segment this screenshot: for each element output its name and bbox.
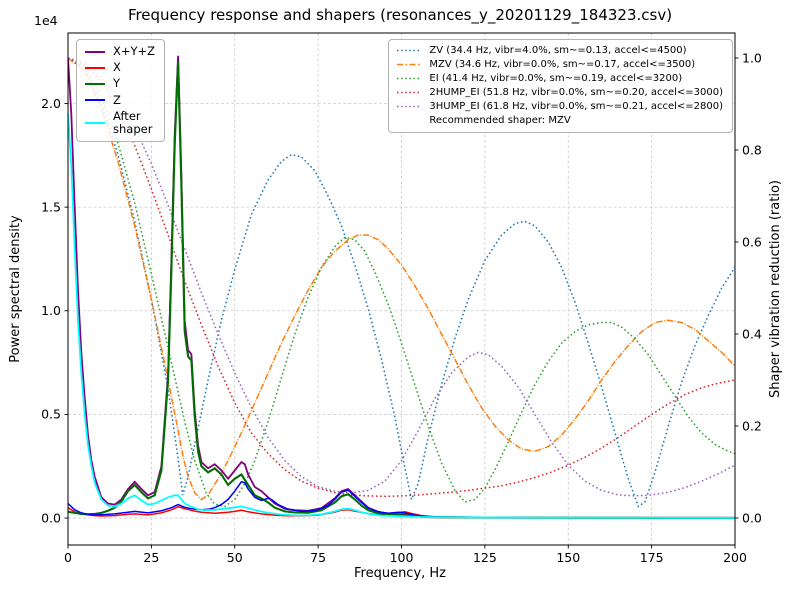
x-tick-label: 25	[143, 550, 159, 565]
legend-line-mzv	[397, 63, 422, 66]
legend-item-after-shaper: After shaper	[84, 108, 155, 137]
psd-legend: X+Y+Z X Y Z After shaper	[76, 39, 166, 143]
legend-item-xyz: X+Y+Z	[84, 44, 156, 58]
legend-item-x: X	[84, 60, 155, 75]
legend-blank-handle	[396, 115, 422, 126]
y-right-tick-label: 0.2	[742, 418, 762, 433]
y-right-tick-label: 0.4	[742, 326, 762, 341]
legend-label: X	[113, 60, 121, 75]
legend-line-after-shaper	[85, 122, 105, 125]
x-tick-label: 125	[473, 550, 497, 565]
x-tick-label: 150	[556, 550, 580, 565]
y-left-tick-label: 1.5	[41, 199, 61, 214]
legend-item-zv: ZV (34.4 Hz, vibr=4.0%, sm~=0.13, accel<…	[396, 45, 723, 57]
legend-item-3hump-ei: 3HUMP_EI (61.8 Hz, vibr=0.0%, sm~=0.21, …	[396, 101, 723, 113]
legend-label: Y	[113, 76, 121, 91]
legend-line-2hump-ei	[397, 91, 422, 94]
y-left-tick-label: 0.5	[41, 407, 61, 422]
legend-line-y	[85, 83, 105, 86]
legend-label: 3HUMP_EI (61.8 Hz, vibr=0.0%, sm~=0.21, …	[429, 101, 723, 112]
legend-label: Z	[113, 92, 121, 107]
legend-line-ei	[397, 77, 422, 80]
legend-line-xyz	[85, 50, 105, 53]
legend-label: X+Y+Z	[113, 44, 156, 58]
x-tick-label: 50	[227, 550, 243, 565]
x-axis-label: Frequency, Hz	[353, 566, 447, 581]
tick-marks	[64, 57, 739, 549]
x-tick-label: 100	[390, 550, 414, 565]
y-axis-label-right: Shaper vibration reduction (ratio)	[768, 180, 783, 398]
y-right-tick-label: 1.0	[742, 50, 762, 65]
legend-line-zv	[397, 49, 422, 52]
legend-item-mzv: MZV (34.6 Hz, vibr=0.0%, sm~=0.17, accel…	[396, 59, 723, 71]
y-right-tick-label: 0.0	[742, 510, 762, 525]
y-left-tick-label: 1.0	[41, 303, 61, 318]
legend-line-z	[85, 99, 105, 102]
y-axis-offset-label: 1e4	[34, 13, 58, 28]
curve-2hump-ei	[68, 57, 735, 498]
legend-item-recommended-shaper: Recommended shaper: MZV	[396, 115, 723, 127]
legend-item-y: Y	[84, 77, 155, 90]
shaper-legend: ZV (34.4 Hz, vibr=4.0%, sm~=0.13, accel<…	[388, 39, 733, 133]
legend-item-ei: EI (41.4 Hz, vibr=0.0%, sm~=0.19, accel<…	[396, 73, 723, 85]
curve-mzv	[68, 57, 735, 501]
curve-after-shaper	[68, 113, 735, 519]
curve-y	[68, 61, 735, 519]
y-left-tick-label: 0.0	[41, 510, 61, 525]
x-tick-label: 175	[640, 550, 664, 565]
x-tick-label: 200	[723, 550, 747, 565]
y-right-tick-label: 0.6	[742, 234, 762, 249]
legend-label: Recommended shaper: MZV	[429, 115, 571, 126]
y-right-tick-label: 0.8	[742, 142, 762, 157]
legend-label: MZV (34.6 Hz, vibr=0.0%, sm~=0.17, accel…	[429, 59, 696, 70]
chart-title: Frequency response and shapers (resonanc…	[127, 6, 673, 24]
legend-line-3hump-ei	[397, 105, 422, 108]
legend-label: 2HUMP_EI (51.8 Hz, vibr=0.0%, sm~=0.20, …	[429, 87, 723, 98]
x-tick-label: 75	[310, 550, 326, 565]
curve-ei	[68, 57, 735, 508]
legend-line-x	[85, 66, 105, 69]
tick-labels: 0 25 50 75 100 125 150 175 200 0.0 0.5 1.0 1.5 2.0 0.0…	[41, 50, 762, 565]
y-axis-label-left: Power spectral density	[8, 215, 23, 363]
x-tick-label: 0	[64, 550, 72, 565]
legend-label: ZV (34.4 Hz, vibr=4.0%, sm~=0.13, accel<…	[429, 45, 687, 56]
legend-label: After shaper	[113, 108, 153, 137]
legend-item-z: Z	[84, 92, 155, 107]
legend-label: EI (41.4 Hz, vibr=0.0%, sm~=0.19, accel<…	[429, 73, 683, 84]
curve-z	[68, 480, 735, 519]
legend-item-2hump-ei: 2HUMP_EI (51.8 Hz, vibr=0.0%, sm~=0.20, …	[396, 87, 723, 99]
y-left-tick-label: 2.0	[41, 96, 61, 111]
